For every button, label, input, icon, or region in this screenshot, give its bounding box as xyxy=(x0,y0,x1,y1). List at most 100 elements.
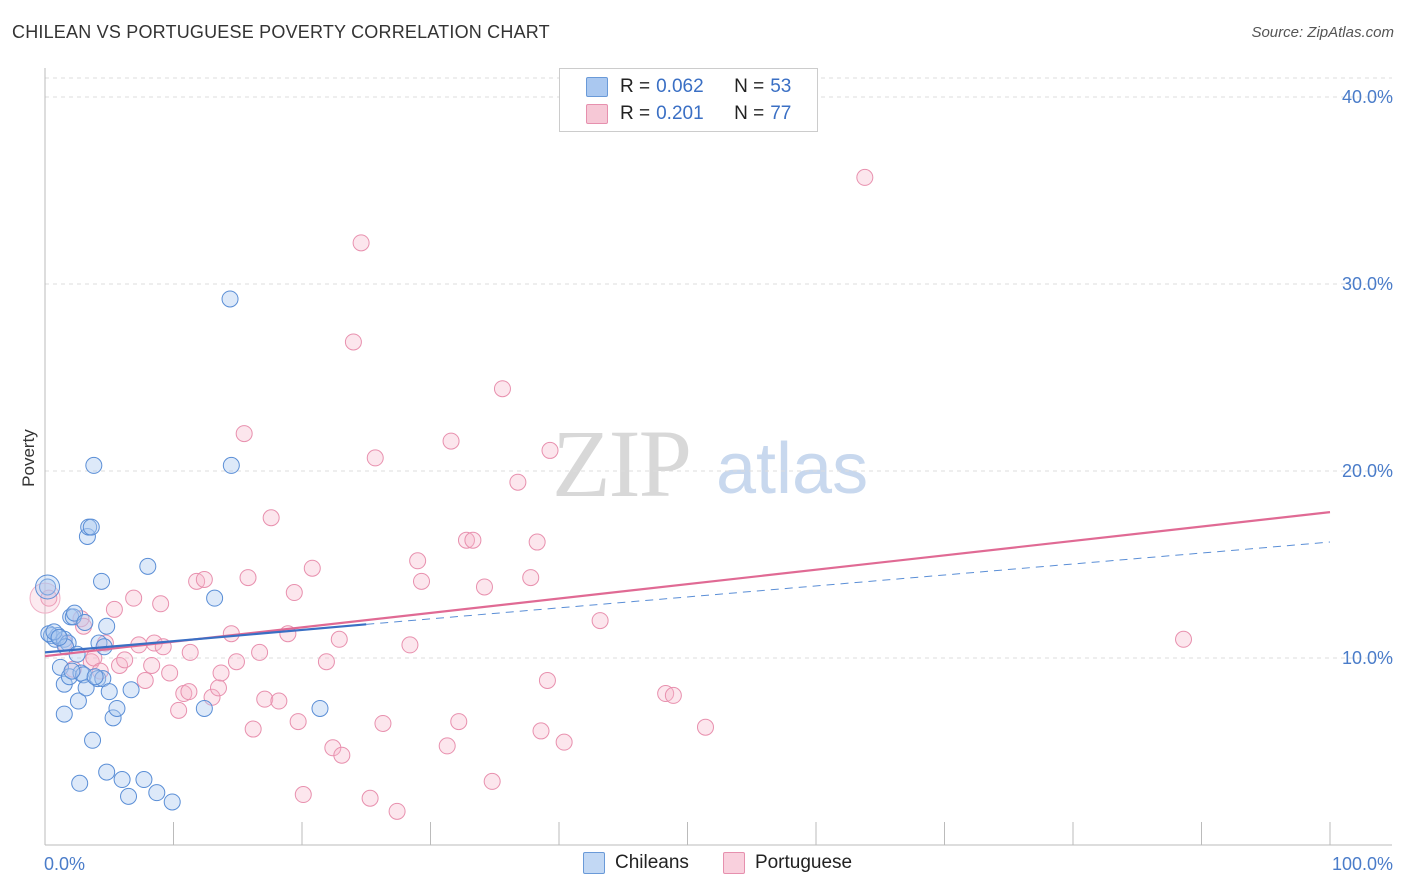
portuguese-point xyxy=(401,636,419,654)
chileans-point xyxy=(113,771,131,789)
portuguese-point xyxy=(388,802,406,820)
portuguese-point xyxy=(438,737,456,755)
chileans-point xyxy=(98,617,116,635)
chileans-point xyxy=(221,290,239,308)
chileans-trend-line xyxy=(44,623,367,654)
portuguese-point xyxy=(143,656,161,674)
chileans-point xyxy=(50,628,68,646)
portuguese-point xyxy=(493,380,511,398)
portuguese-point xyxy=(450,713,468,731)
portuguese-point xyxy=(251,643,269,661)
portuguese-point xyxy=(239,569,257,587)
y-axis-title: Poverty xyxy=(19,429,38,487)
chart-source: Source: ZipAtlas.com xyxy=(1251,24,1394,41)
legend-r-value: 0.201 xyxy=(656,103,704,124)
portuguese-point xyxy=(105,600,123,618)
chileans-point xyxy=(98,763,116,781)
portuguese-point xyxy=(29,582,61,614)
legend-n-value: 77 xyxy=(770,103,792,124)
series-swatch-portuguese xyxy=(722,852,745,874)
portuguese-point xyxy=(522,569,540,587)
portuguese-point xyxy=(212,664,230,682)
portuguese-point xyxy=(361,789,379,807)
portuguese-point xyxy=(262,509,280,527)
legend-row-portuguese: R = 0.201 N = 77 xyxy=(586,103,791,125)
legend-n-label: N = xyxy=(734,76,765,97)
chileans-point xyxy=(69,692,87,710)
chileans-point xyxy=(82,518,100,536)
portuguese-point xyxy=(344,333,362,351)
portuguese-trend-line xyxy=(44,511,1331,658)
portuguese-point xyxy=(161,664,179,682)
portuguese-point xyxy=(374,714,392,732)
y-tick-label: 40.0% xyxy=(1342,87,1393,107)
portuguese-point xyxy=(532,722,550,740)
chileans-point xyxy=(55,705,73,723)
legend-swatch-portuguese xyxy=(586,104,608,124)
portuguese-point xyxy=(856,168,874,186)
watermark-atlas: atlas xyxy=(716,429,869,509)
y-tick-label: 20.0% xyxy=(1342,461,1393,481)
portuguese-point xyxy=(366,449,384,467)
portuguese-point xyxy=(333,746,351,764)
portuguese-point xyxy=(330,630,348,648)
portuguese-point xyxy=(256,690,274,708)
chileans-point xyxy=(71,774,89,792)
portuguese-point xyxy=(285,584,303,602)
chileans-point xyxy=(39,578,57,596)
portuguese-point xyxy=(1175,630,1193,648)
correlation-legend: R = 0.062 N = 53 R = 0.201 N = 77 xyxy=(559,68,818,132)
series-legend: Chileans Portuguese xyxy=(583,852,886,874)
portuguese-point xyxy=(125,589,143,607)
portuguese-point xyxy=(591,612,609,630)
portuguese-point xyxy=(136,671,154,689)
legend-n-label: N = xyxy=(734,103,765,124)
portuguese-point xyxy=(235,425,253,443)
chileans-point xyxy=(195,699,213,717)
series-label-portuguese: Portuguese xyxy=(754,852,853,873)
portuguese-point xyxy=(170,701,188,719)
portuguese-point xyxy=(483,772,501,790)
legend-n-value: 53 xyxy=(770,76,792,97)
portuguese-point xyxy=(664,686,682,704)
portuguese-point xyxy=(270,692,288,710)
portuguese-point xyxy=(442,432,460,450)
portuguese-point xyxy=(152,595,170,613)
legend-r-label: R = xyxy=(620,103,651,124)
portuguese-point xyxy=(555,733,573,751)
chileans-point xyxy=(77,679,95,697)
chileans-point xyxy=(85,456,103,474)
portuguese-point xyxy=(352,234,370,252)
chileans-point xyxy=(84,731,102,749)
chileans-point xyxy=(104,709,122,727)
portuguese-point xyxy=(195,570,213,588)
portuguese-point xyxy=(541,441,559,459)
series-swatch-chileans xyxy=(583,852,605,874)
chileans-point xyxy=(76,613,94,631)
chileans-point xyxy=(86,668,104,686)
legend-r-value: 0.062 xyxy=(656,76,704,97)
chileans-trend-dashed xyxy=(366,541,1331,625)
portuguese-point xyxy=(116,651,134,669)
portuguese-point xyxy=(289,713,307,731)
y-tick-label: 30.0% xyxy=(1342,274,1393,294)
portuguese-point xyxy=(294,786,312,804)
portuguese-point xyxy=(413,572,431,590)
portuguese-point xyxy=(209,679,227,697)
series-legend-portuguese[interactable]: Portuguese xyxy=(722,852,853,874)
chileans-point xyxy=(93,572,111,590)
y-tick-label: 10.0% xyxy=(1342,648,1393,668)
portuguese-point xyxy=(303,559,321,577)
series-legend-chileans[interactable]: Chileans xyxy=(583,852,689,874)
chileans-point xyxy=(89,670,107,688)
legend-row-chileans: R = 0.062 N = 53 xyxy=(586,76,791,98)
chileans-point xyxy=(311,699,329,717)
chileans-point xyxy=(63,662,81,680)
portuguese-point xyxy=(457,531,475,549)
chileans-point xyxy=(206,589,224,607)
portuguese-point xyxy=(244,720,262,738)
x-tick-label: 0.0% xyxy=(44,854,85,874)
portuguese-point xyxy=(181,643,199,661)
chileans-point xyxy=(100,683,118,701)
